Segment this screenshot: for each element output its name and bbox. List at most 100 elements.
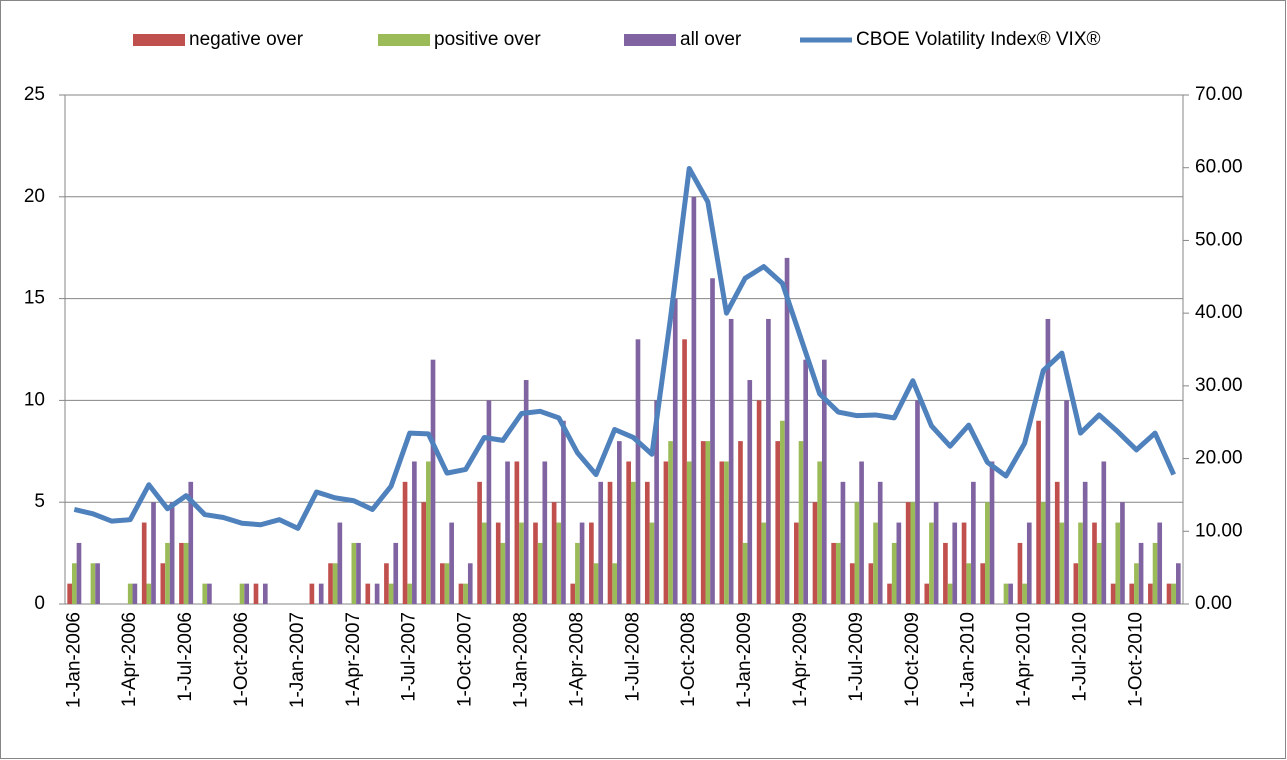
bar	[873, 522, 878, 604]
bar	[1026, 522, 1032, 604]
bar	[481, 522, 487, 604]
bar	[1115, 522, 1121, 604]
bar	[1008, 583, 1013, 604]
bar	[589, 522, 594, 604]
bar	[654, 400, 659, 604]
bar	[686, 461, 692, 604]
bar	[439, 563, 445, 604]
bar	[924, 583, 930, 604]
bar	[593, 563, 599, 604]
bar	[356, 542, 361, 604]
bar	[1017, 542, 1023, 604]
legend-label: all over	[680, 29, 742, 50]
bar	[896, 522, 902, 604]
bar	[1157, 522, 1163, 604]
x-tick-label: 1-Apr-2006	[119, 612, 140, 707]
bar	[127, 583, 133, 604]
x-tick-label: 1-Jan-2010	[958, 612, 979, 708]
bar	[635, 339, 641, 604]
bar	[905, 502, 911, 604]
bar	[1092, 522, 1097, 604]
bar	[598, 481, 604, 604]
x-tick-label: 1-Jul-2008	[622, 612, 643, 702]
y2-tick-label: 20.00	[1195, 448, 1243, 469]
bar	[775, 441, 781, 604]
x-tick-label: 1-Oct-2008	[678, 612, 699, 707]
bar	[71, 563, 77, 604]
x-tick-label: 1-Jul-2006	[175, 612, 196, 702]
y2-tick-label: 0.00	[1195, 593, 1232, 614]
bar	[985, 502, 990, 604]
bar	[682, 339, 687, 604]
bar	[644, 481, 650, 604]
bar	[384, 563, 389, 604]
x-tick-label: 1-Oct-2007	[455, 612, 476, 707]
bar	[1003, 583, 1009, 604]
bar	[915, 400, 920, 604]
bar	[523, 380, 529, 604]
bar	[1129, 583, 1135, 604]
bar	[617, 441, 622, 604]
bar	[444, 563, 450, 604]
bar	[831, 542, 836, 604]
bar	[1073, 563, 1079, 604]
bar	[244, 583, 250, 604]
bar	[151, 502, 156, 604]
bar	[239, 583, 245, 604]
bar	[1036, 420, 1041, 604]
x-tick-label: 1-Oct-2010	[1125, 612, 1146, 707]
y-tick-label: 5	[34, 491, 45, 512]
bar	[724, 461, 729, 604]
bar	[537, 542, 543, 604]
bar	[1166, 583, 1172, 604]
bar	[877, 481, 883, 604]
bar	[407, 583, 413, 604]
bar	[798, 441, 804, 604]
bar	[179, 542, 184, 604]
bar	[533, 522, 538, 604]
bar	[1101, 461, 1107, 604]
x-tick-label: 1-Jan-2009	[734, 612, 755, 708]
x-tick-label: 1-Apr-2008	[566, 612, 587, 707]
legend-swatch	[624, 34, 676, 46]
bar	[691, 196, 697, 605]
bar	[700, 441, 706, 604]
bar	[766, 318, 771, 604]
bar	[1096, 542, 1102, 604]
bar	[318, 583, 324, 604]
bar	[663, 461, 669, 604]
bar	[761, 522, 767, 604]
bar	[207, 583, 212, 604]
bar	[351, 542, 357, 604]
bar	[458, 583, 464, 604]
bar	[514, 461, 520, 604]
y-tick-label: 20	[24, 186, 45, 207]
bar	[374, 583, 380, 604]
y2-tick-label: 30.00	[1195, 375, 1243, 396]
bar	[854, 502, 860, 604]
y2-tick-label: 50.00	[1195, 229, 1243, 250]
bar	[812, 502, 818, 604]
x-tick-label: 1-Apr-2009	[790, 612, 811, 707]
bar	[505, 461, 510, 604]
bar	[146, 583, 152, 604]
legend-label: positive over	[434, 29, 541, 50]
y-tick-label: 10	[24, 389, 45, 410]
bar	[989, 461, 995, 604]
bar	[971, 481, 976, 604]
bar	[551, 502, 557, 604]
bar	[859, 461, 864, 604]
bar	[1022, 583, 1027, 604]
bar	[165, 542, 170, 604]
bar	[500, 542, 506, 604]
bar	[672, 298, 678, 604]
bar	[542, 461, 548, 604]
bar	[803, 359, 809, 604]
bar	[67, 583, 72, 604]
x-tick-label: 1-Jan-2008	[511, 612, 532, 708]
bar	[253, 583, 259, 604]
bar	[1078, 522, 1083, 604]
x-tick-label: 1-Apr-2007	[343, 612, 364, 707]
x-tick-label: 1-Oct-2006	[231, 612, 252, 707]
bar	[132, 583, 138, 604]
